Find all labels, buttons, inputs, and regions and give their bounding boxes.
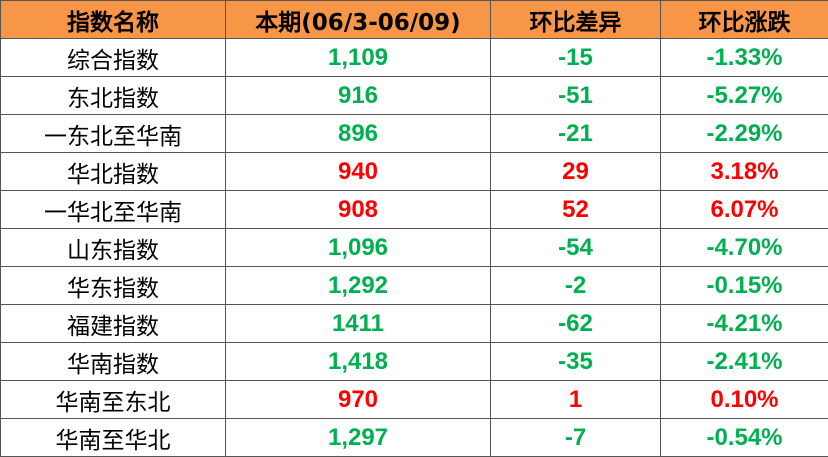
current-value: 896 (225, 114, 491, 153)
header-index-name: 指数名称 (0, 0, 226, 39)
change-pct: -0.54% (660, 418, 828, 457)
header-diff: 环比差异 (490, 0, 661, 39)
table-row: 山东指数 1,096 -54 -4.70% (0, 228, 828, 267)
index-name: 综合指数 (0, 38, 226, 77)
diff-value: -7 (490, 418, 661, 457)
index-name: 华北指数 (0, 152, 226, 191)
change-pct: 3.18% (660, 152, 828, 191)
index-name: 华东指数 (0, 266, 226, 305)
table-row: 华南至华北 1,297 -7 -0.54% (0, 418, 828, 457)
change-pct: -4.70% (660, 228, 828, 267)
change-pct: -0.15% (660, 266, 828, 305)
diff-value: -2 (490, 266, 661, 305)
change-pct: -1.33% (660, 38, 828, 77)
change-pct: 6.07% (660, 190, 828, 229)
change-pct: -5.27% (660, 76, 828, 115)
table-row: 华东指数 1,292 -2 -0.15% (0, 266, 828, 305)
change-pct: -2.41% (660, 342, 828, 381)
diff-value: -62 (490, 304, 661, 343)
diff-value: 1 (490, 380, 661, 419)
change-pct: -4.21% (660, 304, 828, 343)
table-row: 一东北至华南 896 -21 -2.29% (0, 114, 828, 153)
index-name: 东北指数 (0, 76, 226, 115)
change-pct: 0.10% (660, 380, 828, 419)
index-name: 华南至华北 (0, 418, 226, 457)
current-value: 1,292 (225, 266, 491, 305)
table-row: 华南至东北 970 1 0.10% (0, 380, 828, 419)
diff-value: -21 (490, 114, 661, 153)
table-row: 一华北至华南 908 52 6.07% (0, 190, 828, 229)
index-name: 华南指数 (0, 342, 226, 381)
header-change-pct: 环比涨跌 (660, 0, 828, 39)
table-row: 华北指数 940 29 3.18% (0, 152, 828, 191)
table-row: 东北指数 916 -51 -5.27% (0, 76, 828, 115)
table-row: 华南指数 1,418 -35 -2.41% (0, 342, 828, 381)
current-value: 1,418 (225, 342, 491, 381)
diff-value: -51 (490, 76, 661, 115)
header-current-period: 本期(06/3-06/09) (225, 0, 491, 39)
change-pct: -2.29% (660, 114, 828, 153)
current-value: 1,096 (225, 228, 491, 267)
index-name: 福建指数 (0, 304, 226, 343)
current-value: 1,109 (225, 38, 491, 77)
diff-value: 29 (490, 152, 661, 191)
header-row: 指数名称 本期(06/3-06/09) 环比差异 环比涨跌 (0, 0, 828, 39)
diff-value: 52 (490, 190, 661, 229)
index-name: 一东北至华南 (0, 114, 226, 153)
current-value: 916 (225, 76, 491, 115)
index-name: 山东指数 (0, 228, 226, 267)
diff-value: -35 (490, 342, 661, 381)
diff-value: -54 (490, 228, 661, 267)
index-name: 一华北至华南 (0, 190, 226, 229)
current-value: 940 (225, 152, 491, 191)
current-value: 908 (225, 190, 491, 229)
index-name: 华南至东北 (0, 380, 226, 419)
current-value: 970 (225, 380, 491, 419)
diff-value: -15 (490, 38, 661, 77)
table-row: 综合指数 1,109 -15 -1.33% (0, 38, 828, 77)
current-value: 1,297 (225, 418, 491, 457)
current-value: 1411 (225, 304, 491, 343)
table-row: 福建指数 1411 -62 -4.21% (0, 304, 828, 343)
